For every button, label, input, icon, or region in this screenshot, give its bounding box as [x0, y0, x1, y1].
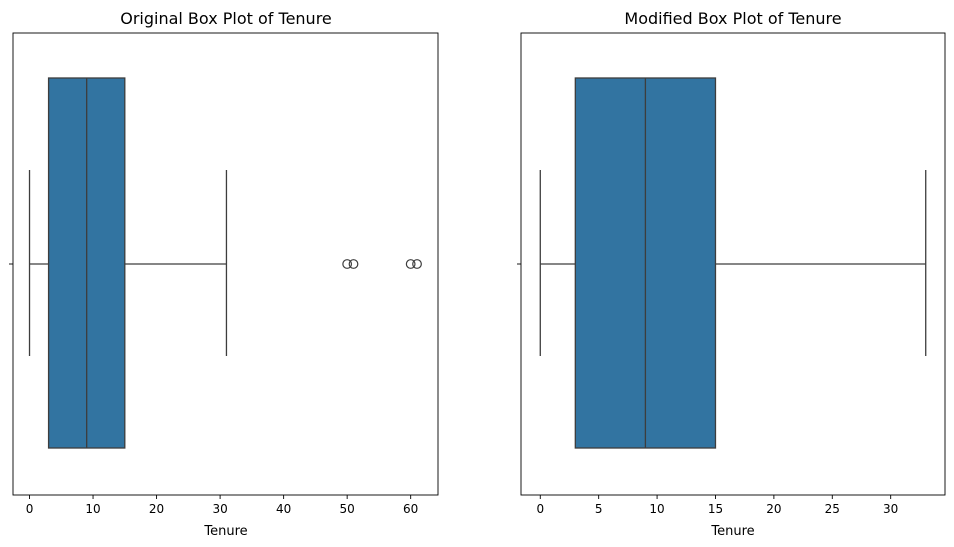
- x-tick-label: 0: [26, 502, 34, 516]
- x-tick-label: 15: [708, 502, 723, 516]
- outlier-point: [342, 259, 353, 269]
- x-tick-label: 50: [340, 502, 355, 516]
- x-tick-label: 20: [766, 502, 781, 516]
- x-tick-label: 25: [825, 502, 840, 516]
- panel-modified: Modified Box Plot of Tenure 0 5 10 15 20 25 30…: [517, 9, 946, 539]
- x-tick-label: 30: [212, 502, 227, 516]
- x-tick-label: 40: [276, 502, 291, 516]
- chart-title-original: Original Box Plot of Tenure: [120, 9, 332, 28]
- x-axis-label-original: Tenure: [203, 524, 247, 539]
- x-tick-label: 10: [649, 502, 664, 516]
- panel-original: Original Box Plot of Tenure 0 10 20 30 40 50 6…: [9, 9, 439, 539]
- x-axis-label-modified: Tenure: [710, 524, 754, 539]
- x-tick-label: 0: [536, 502, 544, 516]
- outlier-point: [405, 259, 416, 269]
- x-tick-label: 60: [403, 502, 418, 516]
- x-tick-label: 30: [883, 502, 898, 516]
- chart-title-modified: Modified Box Plot of Tenure: [624, 9, 841, 28]
- x-tick-label: 5: [595, 502, 603, 516]
- x-tick-label: 10: [85, 502, 100, 516]
- outlier-point: [348, 259, 359, 269]
- outlier-point: [412, 259, 422, 269]
- x-tick-label: 20: [149, 502, 164, 516]
